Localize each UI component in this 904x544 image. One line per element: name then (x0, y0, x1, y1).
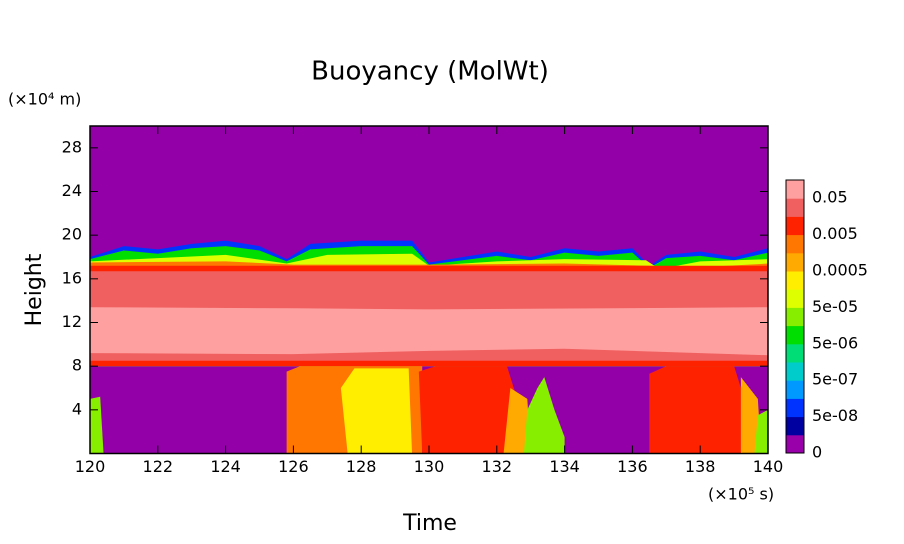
colorbar-tick-label: 5e-06 (812, 333, 858, 352)
colorbar-tick-label: 0 (812, 443, 822, 462)
colorbar-swatch (786, 289, 804, 308)
colorbar-swatch (786, 398, 804, 418)
colorbar-tick-label: 0.05 (812, 188, 848, 207)
colorbar-swatch (786, 434, 804, 454)
contour-region (90, 307, 768, 356)
contour-region (649, 366, 745, 454)
colorbar-tick-label: 0.005 (812, 224, 858, 243)
contour-region (340, 368, 413, 454)
contour-region (418, 366, 524, 454)
chart-title: Buoyancy (MolWt) (311, 57, 549, 87)
colorbar-swatch (786, 325, 804, 345)
x-unit: (×10⁵ s) (708, 485, 774, 504)
colorbar-tick-label: 0.0005 (812, 261, 868, 280)
colorbar-swatch (786, 380, 804, 399)
x-tick-label: 138 (685, 457, 716, 476)
x-tick-label: 120 (75, 457, 106, 476)
y-unit: (×10⁴ m) (8, 90, 81, 109)
x-tick-label: 136 (617, 457, 648, 476)
contour-region (503, 388, 531, 454)
y-tick-label: 28 (62, 137, 82, 156)
colorbar-swatch (786, 180, 804, 199)
colorbar-frame (785, 179, 805, 454)
colorbar-swatch (786, 234, 804, 254)
colorbar-swatch (786, 362, 804, 381)
colorbar-tick-label: 5e-08 (812, 406, 858, 425)
y-tick-label: 8 (72, 356, 82, 375)
x-tick-label: 124 (210, 457, 241, 476)
colorbar-swatch (786, 216, 804, 236)
x-tick-label: 130 (414, 457, 445, 476)
contour-region (523, 377, 565, 454)
x-axis-label: Time (402, 511, 457, 536)
contour-region (754, 409, 768, 454)
colorbar-swatch (786, 343, 804, 363)
x-tick-label: 132 (482, 457, 513, 476)
y-axis-label: Height (22, 253, 47, 326)
x-tick-label: 140 (753, 457, 784, 476)
colorbar-tick-label: 5e-07 (812, 370, 858, 389)
y-tick-label: 4 (72, 399, 82, 418)
colorbar-tick-label: 5e-05 (812, 297, 858, 316)
colorbar-swatch (786, 271, 804, 290)
colorbar-swatch (786, 198, 804, 217)
colorbar-swatch (786, 252, 804, 272)
y-tick-label: 16 (62, 268, 82, 287)
y-tick-label: 20 (62, 225, 82, 244)
contour-region (90, 396, 104, 454)
colorbar-swatch (786, 307, 804, 327)
x-tick-label: 122 (143, 457, 174, 476)
y-tick-label: 24 (62, 181, 82, 200)
y-tick-label: 12 (62, 312, 82, 331)
x-tick-label: 134 (549, 457, 580, 476)
colorbar-swatch (786, 416, 804, 436)
x-tick-label: 128 (346, 457, 377, 476)
x-tick-label: 126 (278, 457, 309, 476)
